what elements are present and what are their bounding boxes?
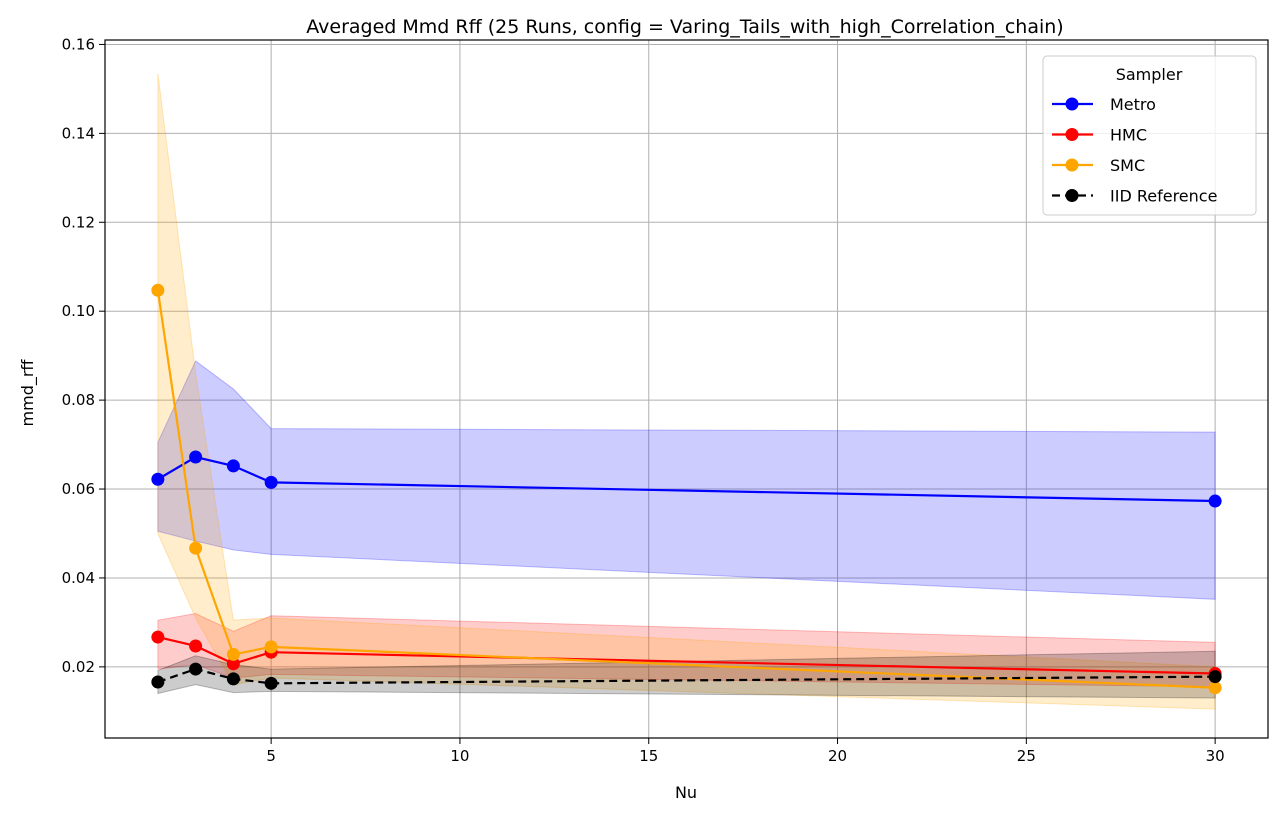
- legend-title: Sampler: [1116, 65, 1183, 84]
- smc-point: [264, 640, 278, 654]
- y-tick-label: 0.08: [62, 391, 95, 409]
- metro-point: [189, 450, 203, 464]
- hmc-point: [189, 639, 203, 653]
- y-axis-label: mmd_rff: [18, 359, 38, 427]
- y-tick-label: 0.12: [62, 213, 95, 231]
- x-tick-label: 20: [828, 747, 847, 765]
- legend-label-hmc: HMC: [1110, 126, 1147, 145]
- legend-label-iid-reference: IID Reference: [1110, 187, 1217, 206]
- x-tick-label: 10: [450, 747, 469, 765]
- smc-band: [157, 73, 1216, 710]
- y-tick-label: 0.10: [62, 302, 95, 320]
- iid-reference-point: [226, 672, 240, 686]
- chart-title: Averaged Mmd Rff (25 Runs, config = Vari…: [306, 16, 1063, 38]
- series-markers: [151, 283, 1222, 695]
- x-tick-label: 25: [1017, 747, 1036, 765]
- y-tick-label: 0.06: [62, 480, 95, 498]
- legend-label-smc: SMC: [1110, 156, 1145, 175]
- legend-label-metro: Metro: [1110, 95, 1156, 114]
- x-tick-label: 5: [266, 747, 276, 765]
- x-axis-label: Nu: [675, 783, 697, 802]
- legend-marker-iid-reference: [1065, 189, 1079, 202]
- metro-point: [226, 459, 240, 473]
- legend-items: Metro HMC SMC IID Reference: [1052, 95, 1217, 206]
- hmc-point: [226, 657, 240, 671]
- x-tick-label: 15: [639, 747, 658, 765]
- smc-point: [151, 283, 165, 297]
- hmc-point: [151, 630, 165, 644]
- metro-point: [151, 472, 165, 486]
- legend-marker-smc: [1065, 158, 1079, 172]
- confidence-bands: [157, 73, 1216, 710]
- y-tick-label: 0.16: [62, 35, 95, 53]
- metro-band: [157, 360, 1216, 600]
- legend-marker-metro: [1065, 97, 1079, 111]
- iid-reference-band: [157, 650, 1216, 699]
- metro-point: [1208, 494, 1222, 508]
- y-tick-label: 0.14: [62, 124, 95, 142]
- legend-marker-hmc: [1065, 128, 1079, 141]
- legend-box: [1042, 55, 1257, 216]
- y-axis-ticks: 0.02 0.04 0.06 0.08 0.10 0.12 0.14 0.16: [62, 35, 105, 676]
- y-tick-label: 0.04: [62, 569, 95, 587]
- smc-point: [189, 541, 203, 555]
- iid-reference-point: [151, 675, 165, 689]
- iid-reference-point: [264, 676, 278, 690]
- iid-reference-point: [189, 662, 203, 676]
- iid-reference-point: [1208, 670, 1222, 684]
- legend: Sampler Metro HMC SMC IID Reference: [1042, 55, 1257, 216]
- smc-point: [226, 647, 240, 661]
- x-tick-label: 30: [1206, 747, 1225, 765]
- x-axis-ticks: 5 10 15 20 25 30: [266, 738, 1225, 765]
- plot-frame: [104, 39, 1269, 739]
- metro-point: [264, 475, 278, 489]
- y-tick-label: 0.02: [62, 658, 95, 676]
- smc-point: [1208, 681, 1222, 695]
